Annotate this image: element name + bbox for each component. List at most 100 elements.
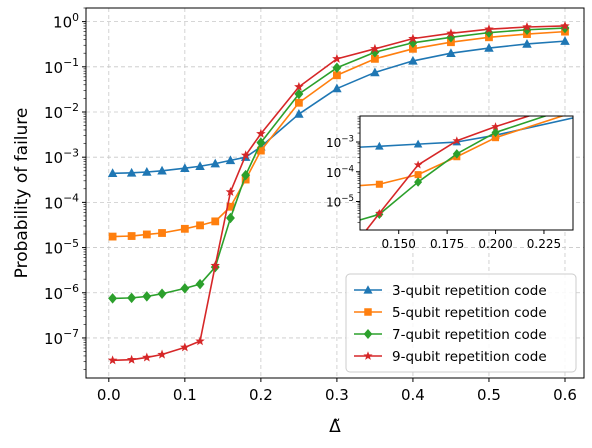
inset-data-point-3-qubit (588, 109, 592, 117)
inset-data-point-9-qubit (413, 160, 423, 169)
inset-background (360, 116, 573, 230)
data-point-9-qubit (522, 21, 532, 32)
inset-data-point-9-qubit (588, 91, 592, 99)
data-point-9-qubit (408, 33, 418, 43)
legend-label: 3-qubit repetition code (392, 283, 547, 299)
x-tick-label: 0.1 (173, 386, 197, 404)
data-point-9-qubit (157, 349, 167, 359)
data-point-5-qubit (256, 146, 265, 155)
inset-data-point-7-qubit (588, 96, 592, 105)
data-point-9-qubit (370, 43, 380, 53)
data-point-9-qubit (484, 24, 494, 34)
data-point-9-qubit (446, 28, 456, 38)
inset-data-point-9-qubit (298, 263, 307, 271)
data-point-5-qubit (127, 232, 136, 240)
legend: 3-qubit repetition code 5-qubit repetitio… (345, 273, 577, 373)
data-point-3-qubit (446, 48, 456, 57)
inset-x-tick-label: 0.200 (478, 237, 512, 251)
plot-frame (85, 7, 585, 379)
inset-data-point-7-qubit (337, 221, 345, 230)
inset-data-point-3-qubit (298, 145, 307, 153)
inset-data-point-5-qubit (492, 134, 500, 142)
data-point-5-qubit (158, 229, 166, 237)
series-line-9-qubit (112, 25, 566, 362)
legend-item-3-qubit: 3-qubit repetition code (354, 283, 547, 299)
data-point-3-qubit (210, 158, 221, 168)
inset-data-point-9-qubit (375, 208, 384, 217)
legend-marker (364, 308, 372, 316)
data-point-5-qubit (226, 202, 235, 211)
inset-data-point-7-qubit (298, 224, 306, 233)
legend-item-7-qubit: 7-qubit repetition code (354, 327, 547, 343)
y-tick-label: 100 (53, 11, 79, 32)
data-point-7-qubit (157, 288, 167, 300)
data-point-7-qubit (446, 32, 456, 43)
inset-data-point-9-qubit (336, 259, 345, 267)
inset-y-tick-label: 10−3 (326, 135, 354, 150)
inset-axes: 0.150 0.175 0.200 0.225 10−5 10−4 10−3 (326, 115, 574, 251)
y-tick-label: 10−1 (44, 56, 79, 77)
legend-item-5-qubit: 5-qubit repetition code (354, 305, 547, 321)
inset-data-point-5-qubit (298, 186, 305, 193)
data-point-7-qubit (108, 293, 118, 304)
data-point-3-qubit (195, 161, 205, 171)
data-point-3-qubit (408, 55, 418, 65)
data-point-7-qubit (256, 137, 266, 148)
inset-data-point-7-qubit (491, 127, 500, 138)
legend-marker (363, 285, 373, 294)
data-point-3-qubit (107, 168, 118, 178)
data-point-7-qubit (225, 212, 235, 224)
inset-x-tick-label: 0.225 (527, 237, 561, 251)
data-point-9-qubit (195, 336, 205, 346)
data-point-7-qubit (195, 278, 205, 290)
y-tick-label: 10−2 (44, 101, 79, 122)
inset-data-point-9-qubit (491, 122, 500, 131)
inset-x-tick-label: 0.150 (382, 237, 416, 251)
data-point-9-qubit (332, 53, 342, 63)
data-point-7-qubit (294, 88, 304, 100)
data-point-9-qubit (256, 128, 266, 138)
data-point-9-qubit (126, 354, 137, 364)
data-point-5-qubit (333, 71, 341, 80)
data-point-9-qubit (294, 81, 304, 91)
data-point-7-qubit (142, 291, 152, 302)
data-point-3-qubit (157, 165, 167, 175)
inset-series (298, 91, 592, 271)
data-point-3-qubit (180, 163, 190, 172)
data-point-3-qubit (522, 38, 532, 48)
data-point-3-qubit (225, 155, 236, 165)
main-axes: 0.0 0.1 0.2 0.3 0.4 0.5 0.6 10−7 10−6 10−5 10−4 10−… (44, 7, 585, 404)
data-point-5-qubit (142, 230, 151, 239)
data-point-3-qubit (126, 167, 137, 177)
data-point-3-qubit (142, 167, 152, 176)
legend-label: 7-qubit repetition code (392, 327, 547, 343)
data-point-7-qubit (332, 62, 342, 74)
inset-zoom-chart: 0.150 0.175 0.200 0.225 10−5 10−4 10−3 (298, 91, 592, 271)
data-point-7-qubit (180, 283, 190, 294)
data-point-3-qubit (370, 67, 380, 77)
legend-item-9-qubit: 9-qubit repetition code (354, 349, 547, 365)
x-tick-label: 0.0 (97, 386, 121, 404)
data-point-9-qubit (210, 260, 221, 270)
y-tick-label: 10−7 (44, 327, 79, 348)
inset-data-point-7-qubit (414, 177, 423, 187)
x-tick-label: 0.3 (325, 386, 349, 404)
y-tick-label: 10−4 (44, 192, 79, 213)
inset-y-tick-label: 10−4 (326, 164, 354, 179)
legend-label: 5-qubit repetition code (392, 305, 547, 321)
y-tick-label: 10−3 (44, 146, 79, 167)
data-point-3-qubit (294, 109, 304, 118)
data-point-5-qubit (108, 232, 117, 241)
data-point-3-qubit (560, 36, 570, 45)
data-point-3-qubit (484, 43, 494, 52)
data-point-9-qubit (240, 150, 251, 160)
legend-label: 9-qubit repetition code (392, 349, 547, 365)
x-tick-label: 0.5 (477, 386, 501, 404)
inset-data-point-3-qubit (375, 141, 384, 150)
x-tick-label: 0.6 (553, 386, 577, 404)
inset-data-point-3-qubit (413, 139, 423, 148)
y-tick-label: 10−5 (44, 237, 79, 258)
data-point-9-qubit (225, 186, 236, 197)
